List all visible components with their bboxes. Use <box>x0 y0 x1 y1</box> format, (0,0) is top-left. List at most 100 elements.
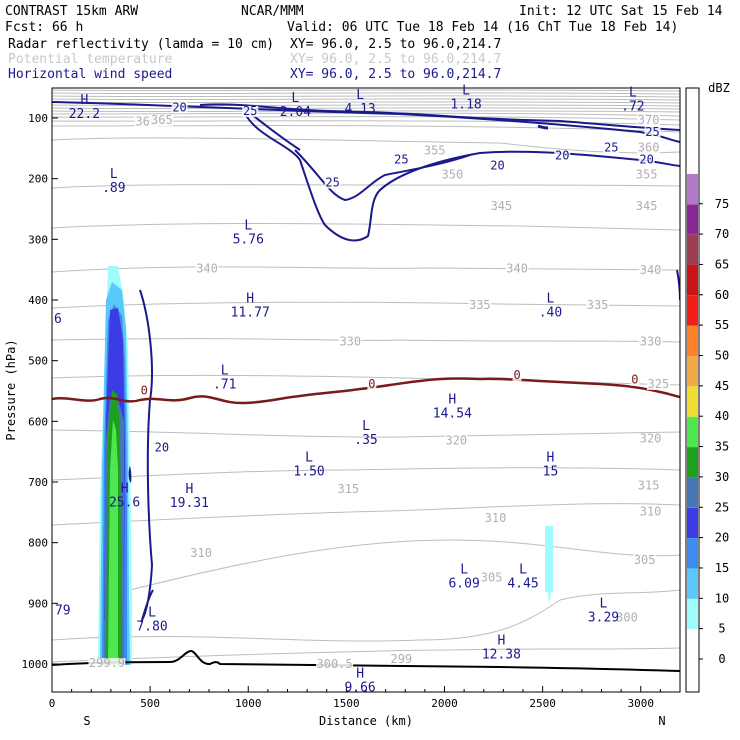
y-tick-label: 100 <box>28 112 48 125</box>
wind-label: 25 <box>243 104 257 118</box>
theta-label-bg <box>615 612 639 624</box>
colorbar-swatch <box>687 477 698 508</box>
theta-label: 330 <box>339 335 361 349</box>
theta-label-bg <box>480 572 504 584</box>
x-end-label-south: S <box>83 714 90 728</box>
theta-label-bg <box>639 264 663 276</box>
colorbar-swatch <box>687 386 698 417</box>
x-end-label-north: N <box>658 714 665 728</box>
colorbar-label: 15 <box>715 561 729 575</box>
x-tick-label: 1500 <box>333 697 360 710</box>
colorbar-swatch <box>687 173 698 205</box>
wind-label-bg <box>603 142 620 154</box>
wind-label-bg <box>171 102 188 114</box>
colorbar-label: 50 <box>715 349 729 363</box>
colorbar-label: 10 <box>715 591 729 605</box>
zero-isotherm-label-bg <box>630 374 640 386</box>
theta-label-bg <box>635 169 659 181</box>
wind-label-bg <box>153 442 170 454</box>
theta-label: 310 <box>190 546 212 560</box>
theta-label-bg <box>637 480 661 492</box>
colorbar-swatch <box>687 356 698 387</box>
colorbar-label: 25 <box>715 500 729 514</box>
theta-label: 310 <box>640 504 662 518</box>
theta-label: 315 <box>638 478 660 492</box>
theta-label: 320 <box>640 432 662 446</box>
y-tick-label: 800 <box>28 537 48 550</box>
colorbar-swatch <box>687 204 698 235</box>
theta-label: 315 <box>337 482 359 496</box>
theta-label-bg <box>639 433 663 445</box>
theta-label-bg <box>646 378 670 390</box>
wind-label-bg <box>638 154 655 166</box>
theta-label: 340 <box>640 263 662 277</box>
theta-label-bg <box>389 653 413 665</box>
wind-speed-contours <box>52 101 680 623</box>
y-tick-label: 600 <box>28 415 48 428</box>
theta-label: 345 <box>636 199 658 213</box>
y-tick-label: 500 <box>28 355 48 368</box>
extremum-kind: L <box>600 597 608 612</box>
x-tick-label: 1000 <box>235 697 262 710</box>
theta-label: 305 <box>634 553 656 567</box>
colorbar-label: 55 <box>715 318 729 332</box>
extremum-value: 15 <box>543 464 559 479</box>
theta-label-bg <box>468 300 492 312</box>
wind-blob-700 <box>128 466 132 483</box>
extremum-value: .89 <box>102 181 125 196</box>
theta-label-bg <box>637 115 661 127</box>
colorbar-swatch <box>687 325 698 356</box>
theta-label: 299 <box>390 652 412 666</box>
zero-isotherm-label: 0 <box>631 373 638 387</box>
extremum-value: 6.09 <box>448 577 479 592</box>
zero-isotherm-label: 0 <box>368 377 375 391</box>
colorbar: dBZ 0 5 10 15 20 25 30 35 40 45 50 55 60 65 70 75 <box>685 81 730 693</box>
wind-label-bg <box>644 127 661 139</box>
extremum-value: 1.18 <box>450 97 481 112</box>
wind-label: 20 <box>639 153 653 167</box>
init-time: Init: 12 UTC Sat 15 Feb 14 <box>519 4 723 19</box>
theta-label-bg <box>195 263 219 275</box>
theta-label-bg <box>150 115 174 127</box>
extremum-value: 11.77 <box>231 305 270 320</box>
theta-label: 350 <box>442 168 464 182</box>
extremum-kind: L <box>110 167 118 182</box>
extremum-value: 9.66 <box>344 680 375 695</box>
extremum-kind: H <box>80 93 88 108</box>
extremum-value: 14.54 <box>433 407 472 422</box>
colorbar-swatch <box>687 568 698 599</box>
x-tick-label: 3000 <box>628 697 655 710</box>
extremum-kind: H <box>121 481 129 496</box>
colorbar-label: 30 <box>715 470 729 484</box>
refl-narrow-streak <box>545 526 553 592</box>
extremum-value: 3.29 <box>588 611 619 626</box>
refl-35dbz <box>108 420 118 665</box>
theta-label: 370 <box>638 113 660 127</box>
extremum-kind: L <box>462 83 470 98</box>
theta-label-bg <box>505 263 529 275</box>
colorbar-label: 5 <box>718 622 725 636</box>
extremum-value: 2.04 <box>280 105 311 120</box>
field-1-xy: XY= 96.0, 2.5 to 96.0,214.7 <box>290 37 501 52</box>
colorbar-label: 20 <box>715 531 729 545</box>
colorbar-label: 0 <box>718 652 725 666</box>
colorbar-label: 60 <box>715 288 729 302</box>
theta-label: 305 <box>481 570 503 584</box>
model-title: CONTRAST 15km ARW <box>5 4 138 19</box>
x-tick-label: 0 <box>49 697 56 710</box>
field-2-name: Potential temperature <box>8 52 173 67</box>
zero-isotherm-label-bg <box>367 378 377 390</box>
extremum-value: 12.38 <box>482 648 521 663</box>
y-axis-label: Pressure (hPa) <box>4 339 18 440</box>
field-1-name: Radar reflectivity (lamda = 10 cm) <box>8 37 274 52</box>
valid-time: Valid: 06 UTC Tue 18 Feb 14 (16 ChT Tue … <box>287 20 678 35</box>
theta-label: 320 <box>445 433 467 447</box>
extremum-kind: L <box>460 563 468 578</box>
extremum-value: 4.13 <box>344 102 375 117</box>
theta-label-bg <box>586 300 610 312</box>
wind-label: 20 <box>555 148 569 162</box>
theta-label: 340 <box>506 262 528 276</box>
theta-label-bg <box>639 506 663 518</box>
